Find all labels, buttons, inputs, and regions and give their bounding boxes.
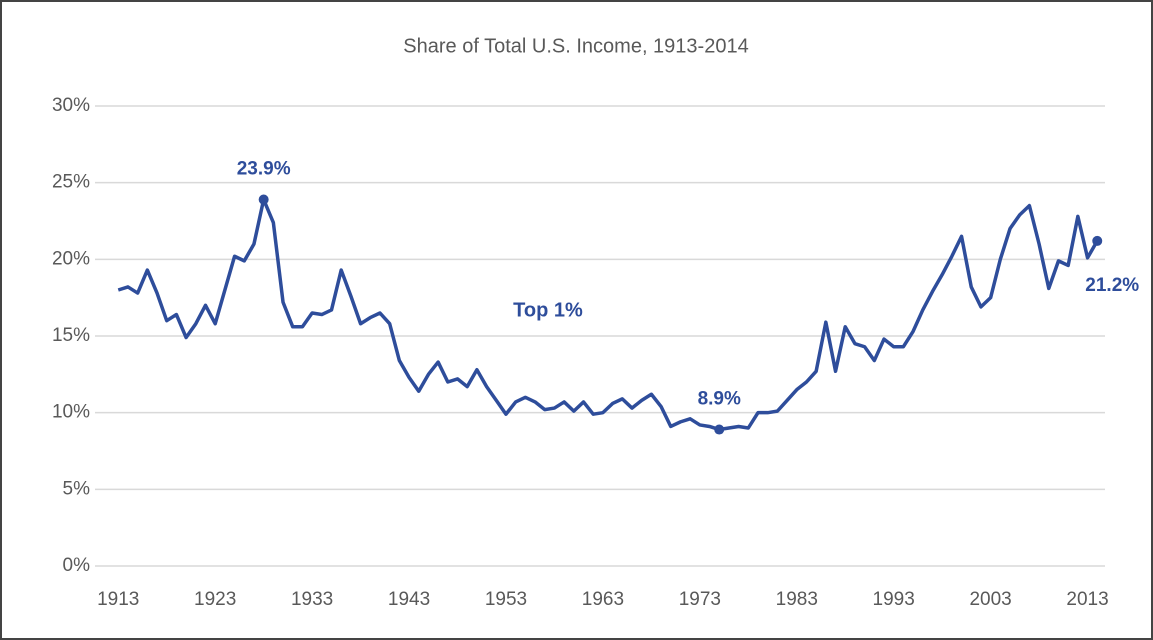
point-marker xyxy=(1092,235,1103,246)
y-tick-label: 0% xyxy=(63,555,91,576)
x-tick-label: 1973 xyxy=(679,589,721,610)
line xyxy=(117,197,1099,432)
x-tick-label: 2003 xyxy=(969,589,1011,610)
x-tick-label: 1933 xyxy=(291,589,333,610)
series-label: Top 1% xyxy=(513,299,583,321)
x-tick-label: 1913 xyxy=(97,589,139,610)
point-marker xyxy=(714,424,725,435)
data-label: 21.2% xyxy=(1085,275,1139,296)
y-tick-label: 5% xyxy=(63,478,91,499)
y-tick-label: 25% xyxy=(52,172,90,193)
x-tick-label: 1963 xyxy=(582,589,624,610)
data-label: 23.9% xyxy=(237,159,291,180)
x-tick-label: 1953 xyxy=(485,589,527,610)
y-tick-label: 30% xyxy=(52,95,90,116)
data-label: 8.9% xyxy=(698,389,741,410)
chart-title: Share of Total U.S. Income, 1913-2014 xyxy=(403,35,748,57)
y-tick-label: 10% xyxy=(52,402,90,423)
x-tick-label: 1983 xyxy=(776,589,818,610)
y-tick-label: 15% xyxy=(52,325,90,346)
point-marker xyxy=(258,194,269,205)
x-tick-label: 1993 xyxy=(873,589,915,610)
x-tick-label: 2013 xyxy=(1066,589,1108,610)
x-tick-label: 1943 xyxy=(388,589,430,610)
y-tick-label: 20% xyxy=(52,248,90,269)
x-tick-label: 1923 xyxy=(194,589,236,610)
